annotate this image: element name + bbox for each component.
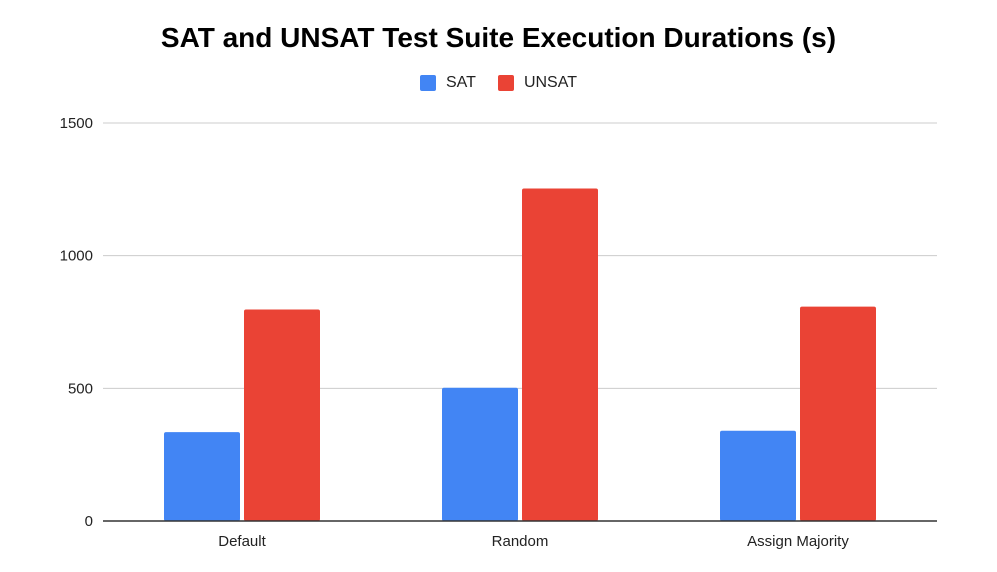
chart-title: SAT and UNSAT Test Suite Execution Durat… [160,22,837,53]
y-tick-label-1500: 1500 [60,115,93,132]
y-tick-label-500: 500 [68,380,93,397]
x-tick-label-assign-majority: Assign Majority [747,533,849,550]
legend: SAT UNSAT [0,74,997,92]
y-tick-label-1000: 1000 [60,248,93,265]
legend-item-unsat: UNSAT [497,74,577,92]
bar-sat-assign-majority [720,430,796,521]
x-tick-label-default: Default [218,533,266,550]
x-tick-label-random: Random [492,533,549,550]
legend-swatch-unsat [497,75,514,91]
legend-label-sat: SAT [446,74,476,91]
bar-unsat-default [244,309,320,521]
bar-sat-default [164,432,240,521]
y-tick-label-0: 0 [85,513,93,530]
bar-sat-random [442,387,518,521]
legend-swatch-sat [420,75,436,91]
legend-label-unsat: UNSAT [523,74,577,91]
bar-unsat-random [522,188,598,521]
legend-item-sat: SAT [420,74,476,92]
bar-unsat-assign-majority [800,306,876,521]
